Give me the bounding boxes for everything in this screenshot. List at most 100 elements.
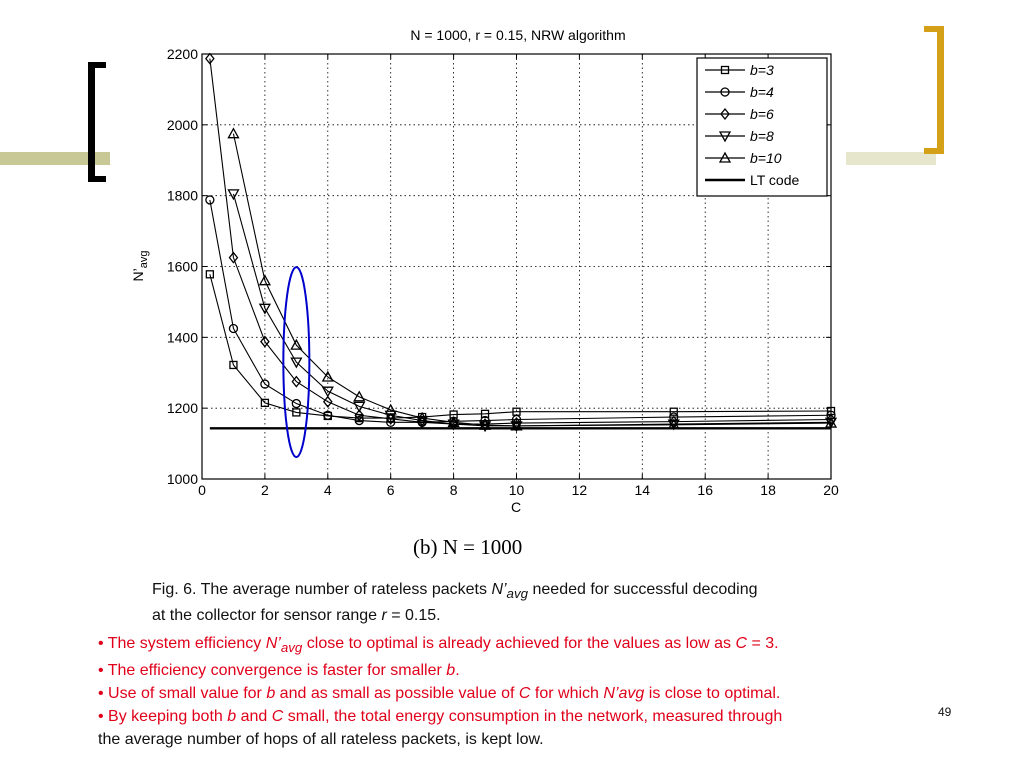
bullet-text: . — [455, 662, 460, 680]
bullet-text: for which — [530, 685, 604, 703]
data-point — [353, 390, 366, 402]
data-point — [354, 409, 365, 422]
series-b-3 — [205, 270, 836, 423]
data-point — [228, 251, 239, 264]
series-b-4 — [205, 195, 836, 427]
legend-marker — [720, 87, 730, 97]
series-line — [209, 199, 832, 423]
data-point — [290, 357, 303, 369]
legend-label: b=8 — [750, 128, 774, 144]
legend-marker — [720, 107, 730, 121]
data-point — [478, 421, 492, 433]
data-point — [205, 270, 215, 279]
caption-text: Fig. 6. The average number of rateless p… — [152, 581, 492, 598]
x-tick-label: 2 — [261, 482, 269, 498]
caption-variable: r — [381, 607, 387, 625]
y-tick-label: 1400 — [167, 329, 198, 345]
data-point — [447, 415, 460, 427]
bullet-text: small, the total energy consumption in t… — [283, 708, 783, 726]
data-point — [510, 419, 523, 431]
x-tick-label: 10 — [509, 482, 525, 498]
data-point — [258, 303, 272, 315]
y-tick-label: 2200 — [167, 46, 198, 62]
data-point — [260, 398, 270, 408]
data-point — [322, 395, 333, 408]
decorative-bar-left — [0, 152, 110, 165]
data-point — [228, 323, 239, 334]
data-point — [292, 408, 301, 417]
x-tick-label: 16 — [697, 482, 713, 498]
data-point — [323, 410, 333, 420]
y-axis-label-subscript: avg — [138, 251, 150, 269]
legend-marker — [718, 151, 732, 163]
right-bracket-decoration — [924, 26, 944, 154]
x-tick-label: 6 — [387, 482, 395, 498]
caption-subscript: avg — [506, 586, 529, 602]
data-point — [227, 127, 240, 139]
left-bracket-decoration — [88, 62, 106, 182]
data-point — [321, 370, 334, 382]
chart-title: N = 1000, r = 0.15, NRW algorithm — [410, 27, 625, 43]
bullet-item: • Use of small value for b and as small … — [98, 682, 958, 705]
bullet-text: close to optimal is already achieved for… — [302, 635, 736, 652]
bullet-text: b — [446, 662, 456, 680]
data-point — [205, 195, 215, 205]
legend-label: b=4 — [750, 84, 774, 100]
bullet-text: • The system efficiency — [98, 635, 266, 652]
y-tick-label: 2000 — [167, 117, 198, 133]
bullet-text: • Use of small value for — [98, 685, 267, 703]
bullet-item: the average number of hops of all ratele… — [98, 728, 958, 751]
data-point — [260, 379, 270, 389]
legend-box — [696, 57, 828, 197]
bullet-text: N’ — [265, 635, 281, 652]
data-point — [260, 335, 270, 348]
data-point — [385, 412, 396, 425]
x-tick-label: 20 — [823, 482, 839, 498]
data-point — [384, 410, 397, 422]
data-point — [353, 401, 366, 413]
bullet-item: • The efficiency convergence is faster f… — [98, 659, 958, 682]
legend-label: b=10 — [750, 150, 782, 166]
data-point — [447, 419, 460, 431]
bullet-text: C — [735, 635, 748, 652]
bullet-text: b — [266, 685, 276, 703]
highlight-ellipse — [282, 266, 311, 459]
data-point — [227, 189, 240, 201]
figure-caption: Fig. 6. The average number of rateless p… — [152, 579, 942, 627]
x-tick-label: 8 — [450, 482, 458, 498]
data-point — [321, 386, 334, 398]
legend-label: LT code — [750, 172, 800, 188]
series-line — [232, 193, 832, 427]
series-line — [209, 274, 832, 419]
decorative-bar-right — [846, 152, 936, 165]
legend-label: b=3 — [750, 62, 774, 78]
bullet-text: avg — [280, 640, 303, 656]
data-point — [229, 360, 238, 370]
series-line — [209, 58, 832, 425]
caption-text: at the collector for sensor range — [152, 607, 382, 625]
data-point — [258, 274, 272, 286]
data-point — [824, 416, 838, 428]
data-point — [416, 415, 429, 427]
x-tick-label: 12 — [572, 482, 588, 498]
caption-text: needed for successful decoding — [528, 581, 758, 598]
subfigure-caption: (b) N = 1000 — [413, 535, 523, 559]
bullet-text: b — [227, 708, 237, 726]
data-point — [290, 338, 303, 350]
data-point — [416, 411, 429, 423]
caption-variable: N’ — [491, 581, 507, 598]
y-tick-label: 1800 — [167, 188, 198, 204]
bullet-text: N’avg — [603, 685, 645, 703]
bullet-text: is close to optimal. — [644, 685, 781, 703]
data-point — [205, 52, 215, 65]
legend-label: b=6 — [750, 106, 774, 122]
page-number: 49 — [938, 705, 952, 719]
bullet-text: and — [236, 708, 272, 726]
legend-marker — [720, 65, 730, 75]
y-tick-label: 1600 — [167, 259, 198, 275]
bullet-list: • The system efficiency N’avg close to o… — [98, 632, 958, 751]
x-tick-label: 0 — [198, 482, 206, 498]
data-point — [291, 398, 302, 409]
data-point — [669, 407, 678, 416]
y-tick-label: 1000 — [167, 471, 198, 487]
